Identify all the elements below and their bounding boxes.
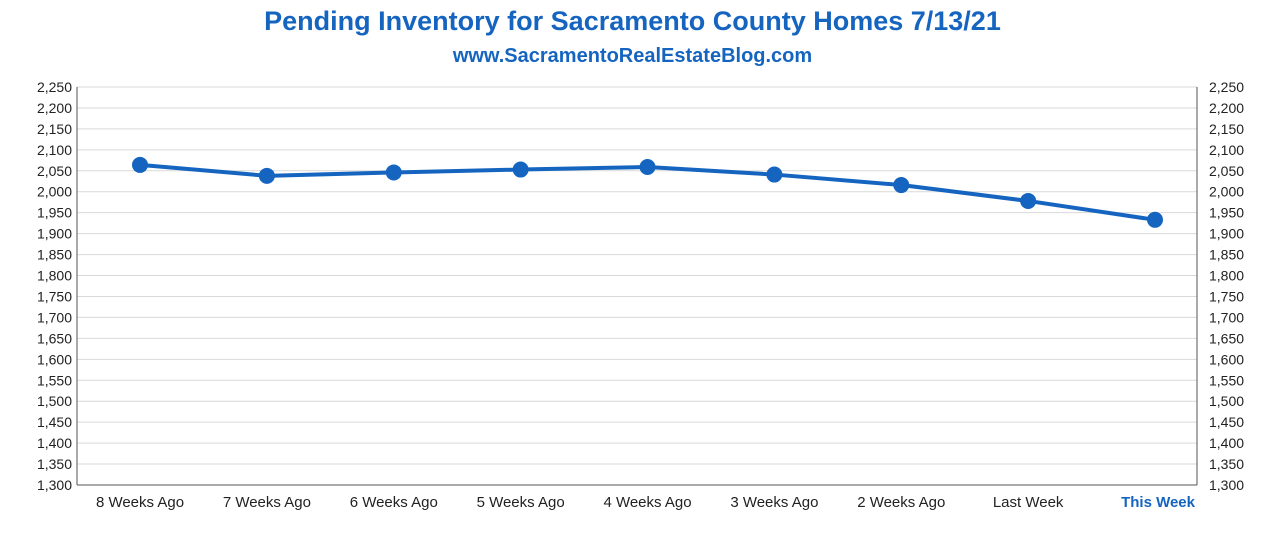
gridlines [76, 86, 1198, 486]
y-tick-label-right: 1,850 [1209, 247, 1244, 263]
data-point [639, 159, 656, 176]
data-point [893, 177, 910, 194]
data-point [385, 164, 402, 181]
y-tick-label-right: 1,450 [1209, 414, 1244, 430]
y-tick-label-left: 1,300 [37, 477, 72, 493]
data-points [132, 156, 1163, 228]
x-tick-label: 6 Weeks Ago [350, 494, 438, 511]
y-tick-label-right: 1,900 [1209, 226, 1244, 242]
data-point [1020, 192, 1037, 209]
y-tick-label-left: 2,100 [37, 142, 72, 158]
y-tick-label-left: 1,700 [37, 309, 72, 325]
y-tick-label-right: 1,300 [1209, 477, 1244, 493]
y-tick-label-right: 2,250 [1209, 79, 1244, 95]
chart-subtitle: www.SacramentoRealEstateBlog.com [452, 45, 813, 67]
y-tick-label-right: 1,800 [1209, 268, 1244, 284]
y-tick-label-right: 1,400 [1209, 435, 1244, 451]
chart-title: Pending Inventory for Sacramento County … [264, 6, 1001, 36]
y-tick-label-right: 1,950 [1209, 205, 1244, 221]
y-tick-label-right: 2,200 [1209, 100, 1244, 116]
y-tick-label-right: 1,600 [1209, 351, 1244, 367]
y-tick-label-left: 1,350 [37, 456, 72, 472]
y-tick-label-left: 1,400 [37, 435, 72, 451]
y-tick-label-right: 1,750 [1209, 288, 1244, 304]
y-tick-label-left: 1,600 [37, 351, 72, 367]
data-point [132, 156, 148, 173]
x-tick-label: 5 Weeks Ago [477, 494, 565, 511]
x-tick-label: 8 Weeks Ago [96, 494, 184, 511]
y-tick-label-left: 2,200 [37, 100, 72, 116]
y-tick-label-left: 1,450 [37, 414, 72, 430]
y-tick-label-right: 2,100 [1209, 142, 1244, 158]
y-tick-label-right: 1,650 [1209, 330, 1244, 346]
y-tick-label-right: 2,000 [1209, 184, 1244, 200]
y-tick-label-left: 1,850 [37, 247, 72, 263]
y-axis-left: 2,250 2,200 2,150 2,100 2,050 2,000 1,950 1,900… [37, 79, 72, 493]
y-axis-right: 2,250 2,200 2,150 2,100 2,050 2,000 1,950 1,900… [1209, 79, 1244, 493]
y-tick-label-left: 2,050 [37, 163, 72, 179]
x-axis: 8 Weeks Ago 7 Weeks Ago 6 Weeks Ago 5 Weeks… [96, 494, 1196, 511]
x-tick-label: 2 Weeks Ago [857, 494, 945, 511]
y-tick-label-left: 2,150 [37, 121, 72, 137]
x-tick-label: This Week [1121, 494, 1196, 511]
y-tick-label-left: 1,950 [37, 205, 72, 221]
y-tick-label-left: 2,000 [37, 184, 72, 200]
data-point [766, 166, 783, 183]
y-tick-label-left: 1,500 [37, 393, 72, 409]
y-tick-label-right: 1,350 [1209, 456, 1244, 472]
y-tick-label-right: 1,500 [1209, 393, 1244, 409]
x-tick-label: 3 Weeks Ago [730, 494, 818, 511]
data-point [512, 161, 529, 178]
x-tick-label: Last Week [993, 494, 1064, 511]
y-tick-label-right: 1,550 [1209, 372, 1244, 388]
y-tick-label-left: 1,900 [37, 226, 72, 242]
y-tick-label-left: 1,650 [37, 330, 72, 346]
data-point [1147, 211, 1163, 228]
y-tick-label-left: 1,800 [37, 268, 72, 284]
y-tick-label-right: 1,700 [1209, 309, 1244, 325]
x-tick-label: 7 Weeks Ago [223, 494, 311, 511]
y-tick-label-right: 2,150 [1209, 121, 1244, 137]
y-tick-label-right: 2,050 [1209, 163, 1244, 179]
y-tick-label-left: 1,750 [37, 288, 72, 304]
y-tick-label-left: 1,550 [37, 372, 72, 388]
data-point [258, 167, 275, 184]
y-tick-label-left: 2,250 [37, 79, 72, 95]
x-tick-label: 4 Weeks Ago [603, 494, 691, 511]
